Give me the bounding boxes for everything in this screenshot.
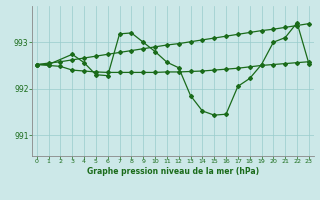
X-axis label: Graphe pression niveau de la mer (hPa): Graphe pression niveau de la mer (hPa) — [87, 167, 259, 176]
